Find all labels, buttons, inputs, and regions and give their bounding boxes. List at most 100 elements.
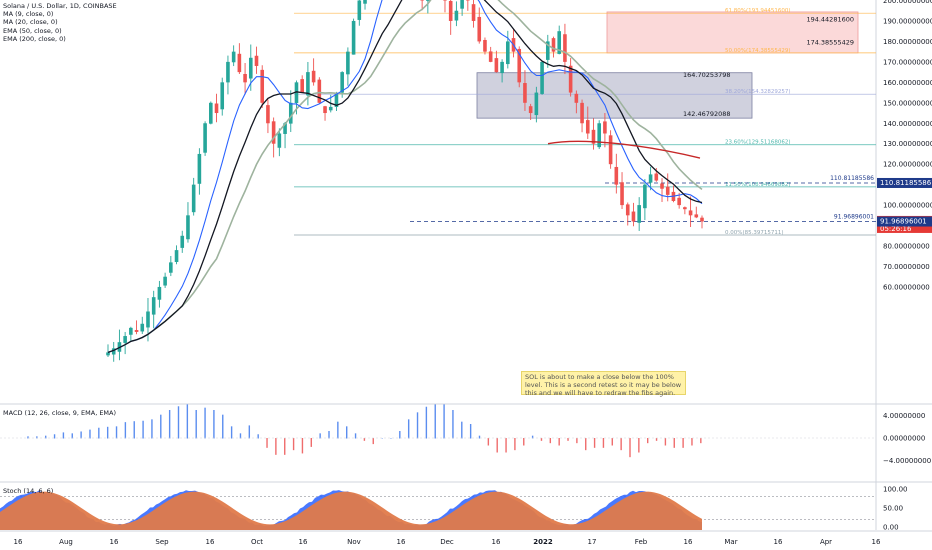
macd-bar <box>337 421 339 439</box>
x-tick-label: Apr <box>820 538 832 546</box>
macd-bar <box>230 426 233 439</box>
macd-bar <box>469 424 472 439</box>
macd-bar <box>204 407 206 439</box>
candle-body <box>311 70 316 83</box>
stoch-tick-label: 50.00 <box>883 505 903 513</box>
macd-bar <box>372 438 374 445</box>
macd-bar <box>266 438 268 448</box>
macd-bar <box>505 438 507 453</box>
macd-bar <box>558 438 560 446</box>
macd-bar <box>629 438 631 458</box>
price-tick-label: 160.00000000 <box>883 79 932 87</box>
candle-body <box>551 38 556 52</box>
level-label: 91.96896001 <box>834 214 874 221</box>
candle-body <box>351 20 356 55</box>
macd-bar <box>461 421 463 439</box>
annotation-note[interactable]: SOL is about to make a close below the 1… <box>521 371 686 396</box>
legend-ma9[interactable]: MA (9, close, 0) <box>3 10 54 19</box>
box-label-top: 194.44281600 <box>806 15 854 23</box>
candle-body <box>186 215 190 240</box>
candle-body <box>426 0 430 1</box>
candle-body <box>420 0 424 1</box>
macd-pane-label[interactable]: MACD (12, 26, close, 9, EMA, EMA) <box>3 409 117 417</box>
macd-bar <box>523 438 525 446</box>
candle-body <box>540 61 544 94</box>
macd-bar <box>195 410 197 439</box>
macd-bar <box>98 427 100 439</box>
price-tick-label: 140.00000000 <box>883 120 932 128</box>
macd-bar <box>363 438 366 441</box>
candle-body <box>545 41 550 60</box>
candle-body <box>603 121 607 134</box>
candle-body <box>660 183 664 189</box>
candle-body <box>180 235 185 248</box>
macd-bar <box>478 435 481 439</box>
price-tick-label: 200.00000000 <box>883 0 932 5</box>
price-tick-label: 170.00000000 <box>883 58 932 66</box>
candle-body <box>271 121 276 144</box>
candle-body <box>557 31 562 54</box>
ema50-line <box>130 0 703 343</box>
x-tick-label: Mar <box>724 538 737 546</box>
macd-bar <box>381 438 383 439</box>
candle-body <box>597 123 601 148</box>
candle-body <box>294 82 299 104</box>
candle-body <box>197 153 202 184</box>
macd-bar <box>425 406 428 439</box>
macd-bar <box>585 438 587 451</box>
candle-body <box>614 166 619 185</box>
candle-body <box>254 55 259 66</box>
candle-body <box>688 210 693 216</box>
price-tag-text: 91.96896001 <box>880 218 927 226</box>
box-label-top: 164.70253798 <box>683 71 731 79</box>
legend-ema50[interactable]: EMA (50, close, 0) <box>3 26 62 35</box>
candle-body <box>580 102 584 124</box>
macd-bar <box>399 431 401 439</box>
macd-bar <box>390 438 392 439</box>
price-tick-label: 180.00000000 <box>883 38 932 46</box>
macd-bar <box>124 422 127 439</box>
legend-ma20[interactable]: MA (20, close, 0) <box>3 18 58 27</box>
price-tick-label: 100.00000000 <box>883 202 932 210</box>
macd-tick-label: 0.00000000 <box>883 435 925 443</box>
macd-bar <box>257 434 259 439</box>
macd-bar <box>443 404 445 439</box>
macd-bar <box>310 438 312 447</box>
macd-bar <box>611 438 613 446</box>
candle-body <box>323 106 327 114</box>
x-tick-label: 16 <box>684 538 693 546</box>
candle-body <box>129 327 133 335</box>
macd-bar <box>328 431 330 439</box>
macd-bar <box>346 426 348 439</box>
macd-bar <box>487 438 490 446</box>
macd-tick-label: 4.00000000 <box>883 412 925 420</box>
price-tick-label: 130.00000000 <box>883 140 932 148</box>
macd-bar <box>700 438 702 444</box>
legend-symbol[interactable]: Solana / U.S. Dollar, 1D, COINBASE <box>3 2 117 10</box>
candle-body <box>231 51 236 63</box>
candle-body <box>123 336 127 343</box>
x-tick-label: 16 <box>206 538 215 546</box>
ma9-line <box>107 0 703 353</box>
macd-bar <box>301 438 304 454</box>
macd-bar <box>691 438 693 446</box>
x-tick-label: 16 <box>872 538 881 546</box>
macd-bar <box>682 438 684 448</box>
macd-tick-label: −4.00000000 <box>883 457 931 465</box>
x-tick-label: 16 <box>110 538 119 546</box>
stoch-pane-label[interactable]: Stoch (14, 6, 6) <box>3 487 54 495</box>
macd-bar <box>531 435 534 439</box>
candle-body <box>260 69 265 103</box>
fib-level-label: 61.80%(193.94451600) <box>725 8 791 14</box>
macd-bar <box>45 435 47 439</box>
macd-bar <box>567 438 569 441</box>
macd-bar <box>664 438 667 446</box>
macd-bar <box>275 438 277 455</box>
macd-bar <box>36 436 38 439</box>
x-tick-label: 16 <box>14 538 23 546</box>
macd-bar <box>213 410 215 439</box>
legend-ema200[interactable]: EMA (200, close, 0) <box>3 34 66 43</box>
candle-body <box>357 0 362 20</box>
candle-body <box>140 323 145 332</box>
